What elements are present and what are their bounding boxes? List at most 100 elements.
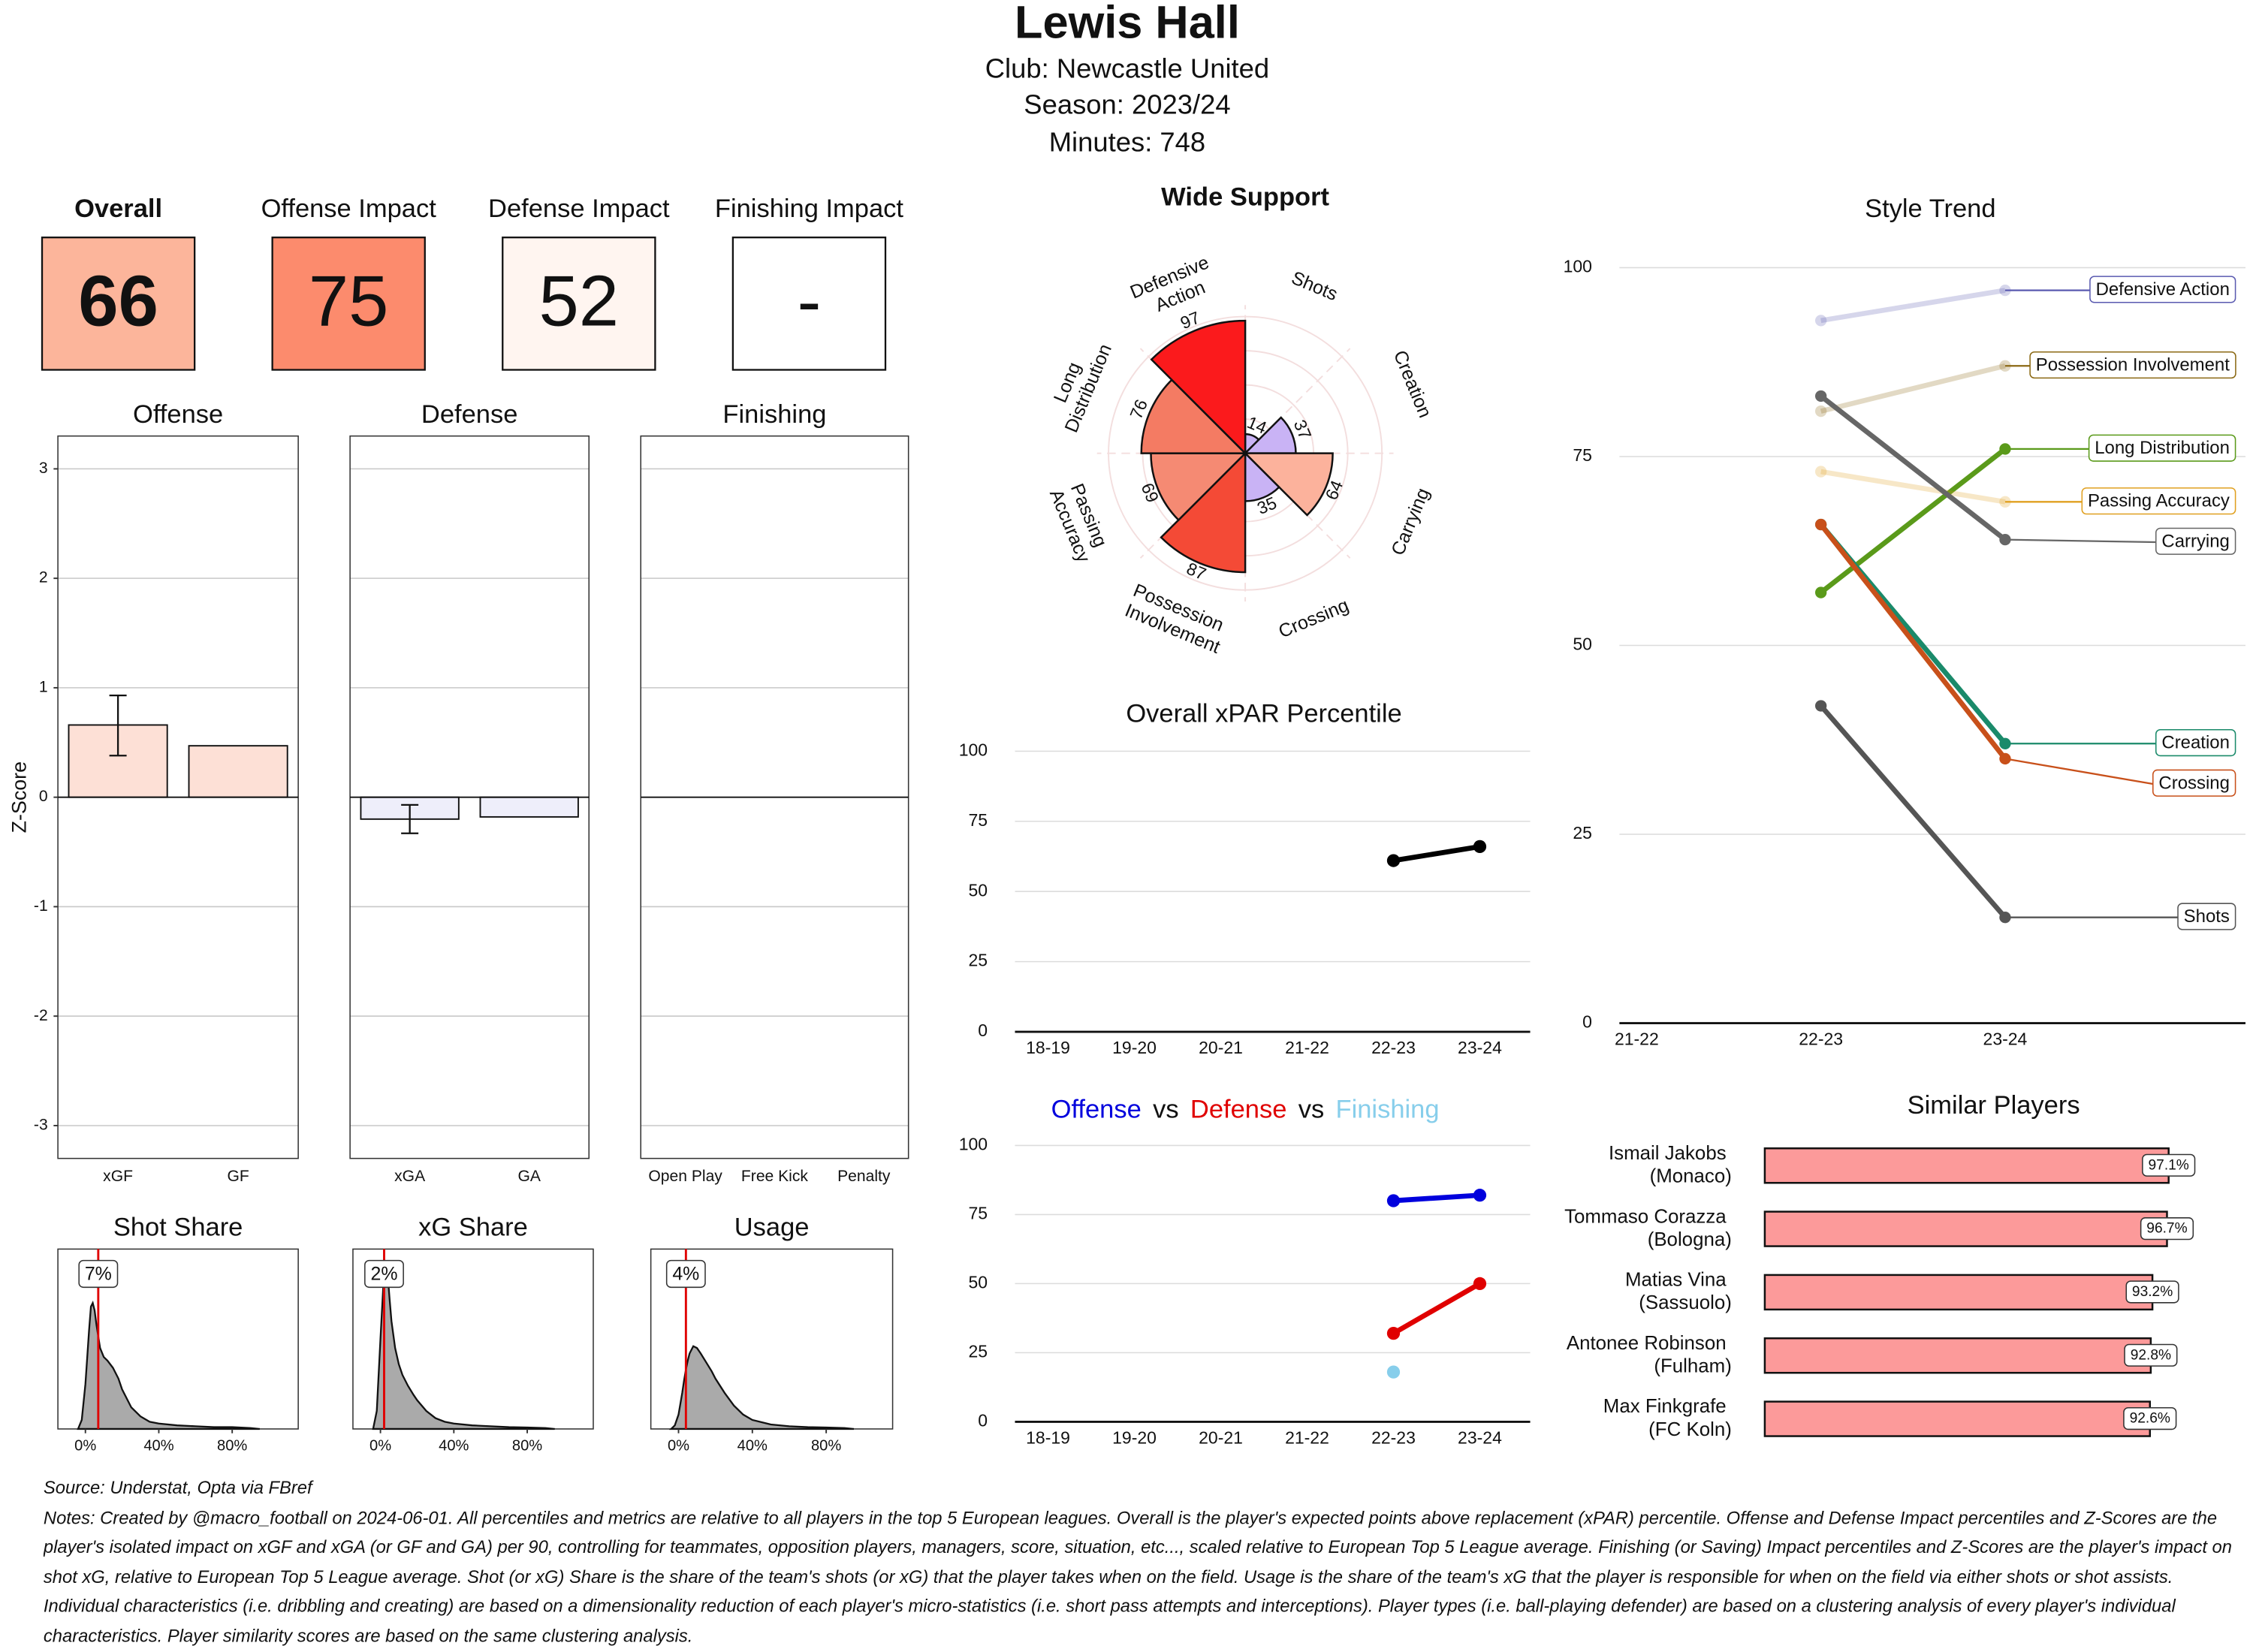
y-tick-label: 25 (1573, 823, 1592, 843)
series-line (1820, 363, 2006, 414)
series-label: Carrying (2161, 531, 2229, 551)
series-line (1820, 469, 2006, 505)
player-name: Antonee Robinson (Fulham) (1567, 1333, 1732, 1377)
series-point (1386, 854, 1401, 867)
x-tick-label: Free Kick (741, 1168, 808, 1185)
panel-title: Usage (734, 1213, 810, 1242)
series-point (1473, 1189, 1487, 1202)
series-label: Defensive Action (2096, 279, 2230, 300)
panel-title: Offense (133, 400, 223, 429)
x-tick-label: 21-22 (1285, 1038, 1329, 1057)
bar (1763, 1274, 2154, 1311)
x-tick-label: 80% (811, 1437, 841, 1454)
series-label: Passing Accuracy (2088, 491, 2230, 511)
x-tick-label: 19-20 (1112, 1427, 1157, 1447)
label-box (2089, 276, 2236, 303)
marker-label: 7% (85, 1263, 112, 1284)
error-bar (109, 694, 127, 757)
series-label: Creation (2161, 733, 2229, 753)
x-tick-label: 19-20 (1112, 1038, 1157, 1057)
y-axis-label: Z-Score (8, 761, 30, 833)
y-tick-label: 75 (968, 1203, 988, 1222)
series-point (1814, 700, 1827, 712)
series-point (1999, 443, 2011, 455)
value-label: 93.2% (2132, 1284, 2173, 1300)
y-tick-label: 0 (978, 1020, 988, 1040)
series-line (1820, 288, 2006, 324)
bar (188, 745, 288, 798)
series-line (1393, 1192, 1480, 1204)
y-tick-label: 75 (968, 810, 988, 830)
y-tick-label: -1 (34, 897, 48, 915)
footer: Source: Understat, Opta via FBref Notes:… (44, 1478, 2232, 1646)
category-label: Carrying (1387, 485, 1434, 559)
y-tick-label: 3 (39, 460, 48, 477)
label-box (2125, 1280, 2179, 1304)
polar-spoke (1244, 348, 1351, 454)
chart-title: Style Trend (1865, 194, 1995, 223)
series-point (1999, 360, 2011, 372)
x-tick-label: xGA (394, 1168, 426, 1185)
title-series: Finishing (1336, 1096, 1440, 1124)
x-tick-label: 18-19 (1026, 1427, 1070, 1447)
y-tick-label: 100 (959, 740, 988, 759)
x-tick-label: 23-24 (1458, 1038, 1502, 1057)
score-box (271, 237, 426, 371)
x-tick-label: 20-21 (1199, 1038, 1243, 1057)
label-box (2140, 1217, 2194, 1241)
score-box (41, 237, 196, 371)
series-point (1386, 1194, 1401, 1207)
error-bar (401, 803, 419, 834)
label-box (78, 1259, 119, 1289)
y-tick-label: 1 (39, 678, 48, 695)
series-line (1819, 393, 2007, 542)
series-line (1392, 844, 1481, 864)
series-point (1814, 466, 1827, 478)
series-label: Long Distribution (2095, 438, 2230, 458)
y-tick-label: 2 (39, 569, 48, 586)
label-box (2155, 729, 2236, 757)
y-tick-label: 75 (1573, 445, 1592, 465)
polar-bar (1150, 319, 1247, 456)
score-box (731, 237, 887, 371)
polar-bar (1150, 452, 1248, 522)
label-box (2142, 1153, 2196, 1177)
value-label: 92.6% (2130, 1411, 2170, 1427)
value-label: 92.8% (2131, 1347, 2171, 1363)
y-tick-label: 100 (1564, 257, 1592, 276)
chart-title: Offense vs Defense vs Finishing (1051, 1096, 1440, 1124)
polar-bar (1160, 451, 1247, 574)
y-tick-label: 50 (1573, 635, 1592, 654)
series-point (1999, 284, 2011, 297)
series-line (1392, 1281, 1482, 1336)
score-value: 66 (78, 261, 158, 342)
x-tick-label: 22-23 (1371, 1038, 1416, 1057)
score-label: Overall (74, 194, 162, 223)
y-tick-label: 0 (978, 1410, 988, 1430)
chart-title: Similar Players (1908, 1091, 2080, 1120)
leader-line (2004, 538, 2156, 544)
series-line (1819, 704, 2007, 919)
x-tick-label: 20-21 (1199, 1427, 1243, 1447)
x-tick-label: 22-23 (1371, 1427, 1416, 1447)
series-point (1814, 586, 1827, 598)
minutes: Minutes: 748 (1049, 126, 1205, 157)
y-tick-label: 0 (1582, 1012, 1592, 1032)
x-tick-label: 0% (369, 1437, 391, 1454)
series-point (1473, 1277, 1487, 1291)
panel-title: xG Share (418, 1213, 528, 1242)
player-name: Max Finkgrafe (FC Koln) (1603, 1396, 1732, 1440)
label-box (2088, 434, 2236, 462)
value-label: 97.1% (2149, 1157, 2189, 1173)
y-tick-label: 25 (968, 951, 988, 970)
polar-bar (1140, 378, 1248, 454)
y-tick-label: 0 (39, 788, 48, 805)
y-tick-label: 50 (968, 1272, 988, 1292)
series-point (1814, 405, 1827, 418)
y-tick-label: 50 (968, 880, 988, 900)
title-series: Defense (1190, 1096, 1286, 1124)
title-series: Offense (1051, 1096, 1142, 1124)
density-area (668, 1345, 855, 1430)
